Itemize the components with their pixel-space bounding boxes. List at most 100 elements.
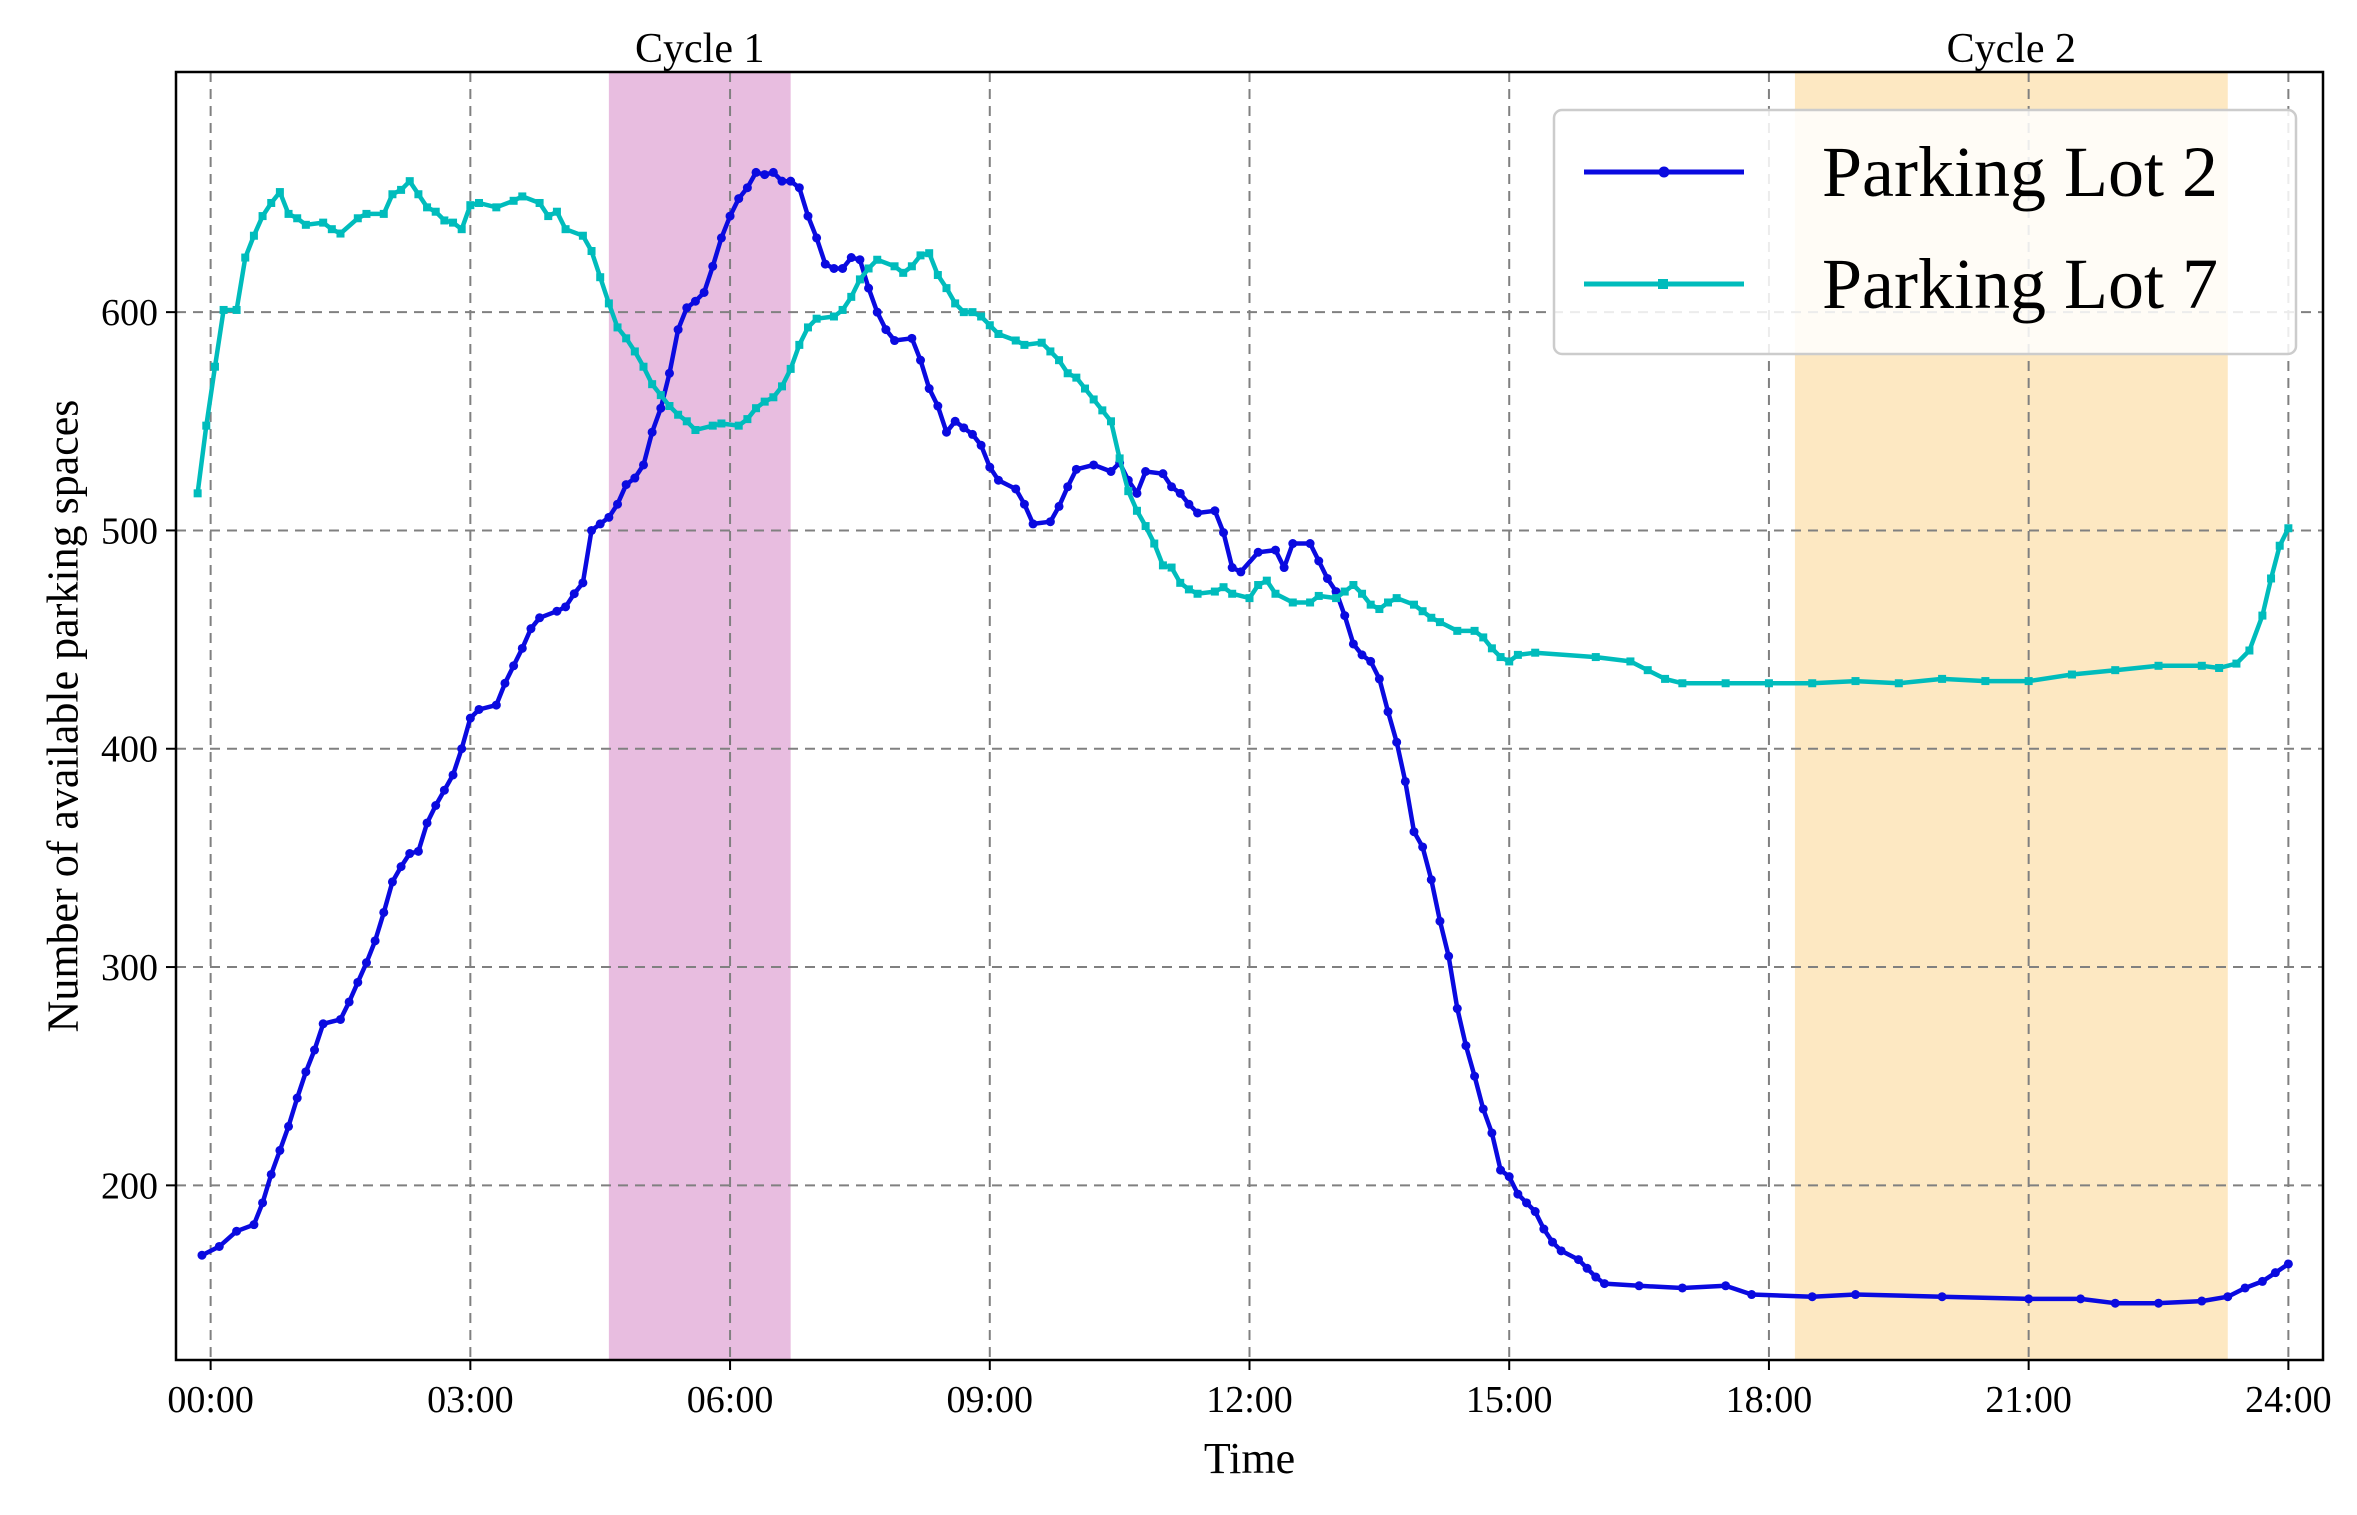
data-point [812,314,821,323]
data-point [293,214,302,223]
data-point [275,188,284,197]
data-point [742,183,752,193]
data-point [941,427,951,437]
data-point [587,247,596,256]
data-point [699,287,709,297]
data-point [794,183,804,193]
data-point [847,292,856,301]
data-point [405,849,415,859]
data-point [336,229,345,238]
data-point [578,231,587,240]
data-point [1478,1104,1488,1114]
y-tick-label: 500 [101,510,158,552]
data-point [1937,1292,1947,1302]
x-tick-label: 15:00 [1466,1379,1553,1421]
data-point [976,440,986,450]
data-point [1270,545,1280,555]
data-point [2076,1294,2086,1304]
data-point [890,262,899,271]
data-point [734,421,743,430]
data-point [630,473,640,483]
data-point [517,643,527,653]
data-point [2267,574,2276,583]
data-point [2240,1283,2250,1293]
data-point [985,321,994,330]
data-point [768,167,778,177]
data-point [1747,1290,1757,1300]
data-point [327,225,336,234]
data-point [2024,1294,2034,1304]
data-point [1548,1237,1558,1247]
data-point [682,303,692,313]
data-point [907,333,917,343]
data-point [1184,499,1194,509]
data-point [249,1220,259,1230]
data-point [1591,653,1600,662]
legend-item-parking-lot-7: Parking Lot 7 [1584,244,2218,324]
data-point [1479,633,1488,642]
data-point [829,263,839,273]
data-point [1392,594,1401,603]
data-point [1089,460,1099,470]
data-point [1573,1255,1583,1265]
data-point [319,218,328,227]
data-point [2154,1298,2164,1308]
data-point [2223,1292,2233,1302]
data-point [1851,677,1860,686]
data-point [959,308,968,317]
data-point [569,589,579,599]
data-point [1106,466,1116,476]
data-point [673,325,683,335]
data-point [639,362,648,371]
data-point [855,275,864,284]
data-point [2258,611,2267,620]
data-point [595,519,605,529]
data-point [881,325,891,335]
data-point [1504,1172,1514,1182]
data-point [587,525,597,535]
data-point [1435,916,1445,926]
data-point [387,877,397,887]
data-point [1539,1224,1549,1234]
data-point [1037,338,1046,347]
data-point [604,512,614,522]
data-point [1358,589,1367,598]
series-lines [193,167,2293,1308]
data-point [760,170,770,180]
data-point [1046,347,1055,356]
data-point [284,1121,294,1131]
data-point [232,305,241,314]
legend-label: Parking Lot 7 [1822,244,2218,324]
data-point [950,416,960,426]
data-point [1314,591,1323,600]
data-point [1531,648,1540,657]
data-point [1435,618,1444,627]
data-point [1643,666,1652,675]
data-point [561,602,571,612]
data-point [214,1241,224,1251]
data-point [951,299,960,308]
data-point [1271,589,1280,598]
data-point [977,312,986,321]
data-point [1279,563,1289,573]
data-point [1591,1272,1601,1282]
data-point [1184,585,1193,594]
data-point [1124,487,1133,496]
data-point [1452,1004,1462,1014]
data-point [310,1045,320,1055]
data-point [959,423,969,433]
band-label-cycle-2: Cycle 2 [1947,26,2076,72]
data-point [275,1145,285,1155]
data-point [1461,1041,1471,1051]
data-point [1349,581,1358,590]
data-point [1253,547,1263,557]
data-point [1305,539,1315,549]
data-point [1582,1263,1592,1273]
data-point [1306,598,1315,607]
data-point [353,977,363,987]
data-point [344,997,354,1007]
data-point [622,334,631,343]
data-point [1072,373,1081,382]
data-point [362,209,371,218]
data-point [1340,611,1350,621]
